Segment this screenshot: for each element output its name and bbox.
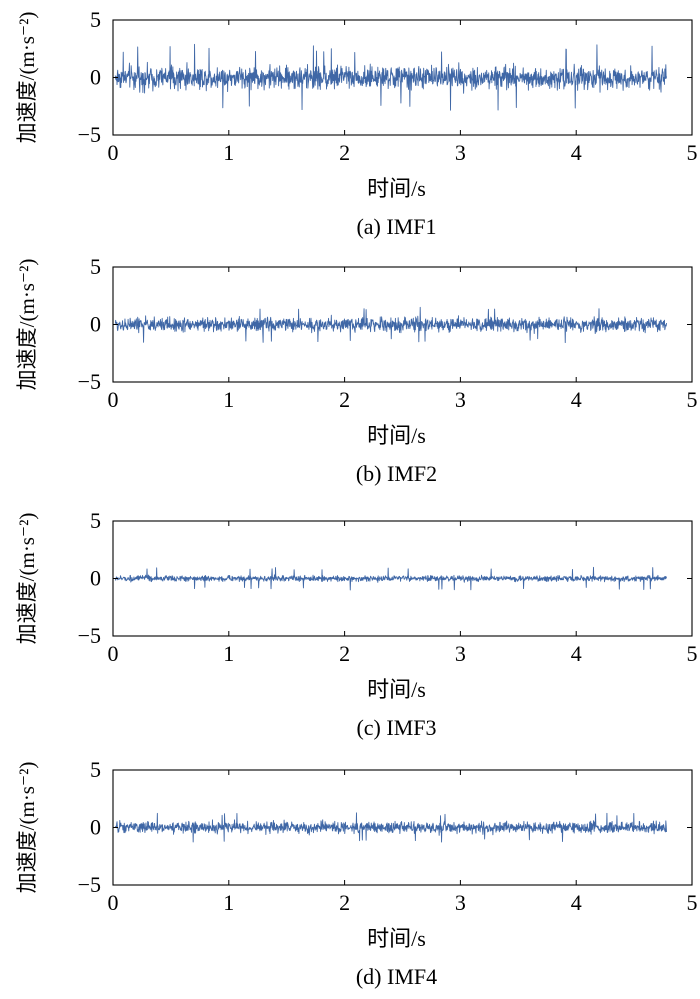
panel-caption: (c) IMF3 xyxy=(356,715,436,740)
x-axis-label: 时间/s xyxy=(367,423,426,448)
y-tick-label: 5 xyxy=(90,254,101,279)
x-tick-label: 2 xyxy=(339,140,350,165)
y-tick-label: −5 xyxy=(78,122,101,147)
chart-panel-1: 0 1 2 3 4 5 5 0 −5 加速度/(m·s⁻²) 时间/s (a) IMF1 xyxy=(15,7,698,239)
y-tick-label: 0 xyxy=(90,312,101,337)
y-axis-label: 加速度/(m·s⁻²) xyxy=(15,513,39,645)
x-tick-label: 3 xyxy=(455,387,466,412)
y-tick-label: 0 xyxy=(90,65,101,90)
panel-caption: (d) IMF4 xyxy=(356,964,437,989)
x-tick-label: 0 xyxy=(108,641,119,666)
y-tick-label: 5 xyxy=(90,508,101,533)
signal-series xyxy=(114,566,667,591)
x-tick-label: 3 xyxy=(455,890,466,915)
x-tick-label: 1 xyxy=(223,890,234,915)
x-axis-label: 时间/s xyxy=(367,677,426,702)
y-tick-label: −5 xyxy=(78,623,101,648)
y-axis-label: 加速度/(m·s⁻²) xyxy=(15,259,39,391)
y-axis-label: 加速度/(m·s⁻²) xyxy=(15,762,39,894)
x-tick-label: 5 xyxy=(687,890,698,915)
x-axis-label: 时间/s xyxy=(367,926,426,951)
panel-caption: (a) IMF1 xyxy=(356,214,436,239)
x-tick-label: 3 xyxy=(455,641,466,666)
x-tick-label: 1 xyxy=(223,140,234,165)
y-tick-label: 0 xyxy=(90,815,101,840)
x-tick-label: 2 xyxy=(339,641,350,666)
x-tick-label: 3 xyxy=(455,140,466,165)
x-tick-label: 1 xyxy=(223,641,234,666)
x-tick-label: 5 xyxy=(687,140,698,165)
x-tick-label: 2 xyxy=(339,387,350,412)
x-tick-label: 5 xyxy=(687,387,698,412)
signal-series xyxy=(114,812,667,843)
x-tick-label: 0 xyxy=(108,387,119,412)
panel-caption: (b) IMF2 xyxy=(356,461,437,486)
x-tick-label: 0 xyxy=(108,140,119,165)
signal-series xyxy=(114,43,667,111)
y-tick-label: 5 xyxy=(90,7,101,32)
x-tick-label: 4 xyxy=(571,140,582,165)
x-tick-label: 4 xyxy=(571,641,582,666)
x-tick-label: 4 xyxy=(571,890,582,915)
y-tick-label: 0 xyxy=(90,566,101,591)
x-tick-label: 2 xyxy=(339,890,350,915)
chart-panel-2: 0 1 2 3 4 5 5 0 −5 加速度/(m·s⁻²) 时间/s (b) IMF2 xyxy=(15,254,698,486)
x-tick-label: 4 xyxy=(571,387,582,412)
x-tick-label: 0 xyxy=(108,890,119,915)
y-tick-label: 5 xyxy=(90,757,101,782)
y-tick-label: −5 xyxy=(78,369,101,394)
x-tick-label: 5 xyxy=(687,641,698,666)
x-axis-label: 时间/s xyxy=(367,176,426,201)
y-axis-label: 加速度/(m·s⁻²) xyxy=(15,12,39,144)
signal-series xyxy=(114,306,667,344)
chart-panel-3: 0 1 2 3 4 5 5 0 −5 加速度/(m·s⁻²) 时间/s (c) IMF3 xyxy=(15,508,698,740)
chart-panel-4: 0 1 2 3 4 5 5 0 −5 加速度/(m·s⁻²) 时间/s (d) IMF4 xyxy=(15,757,698,989)
x-tick-label: 1 xyxy=(223,387,234,412)
y-tick-label: −5 xyxy=(78,872,101,897)
